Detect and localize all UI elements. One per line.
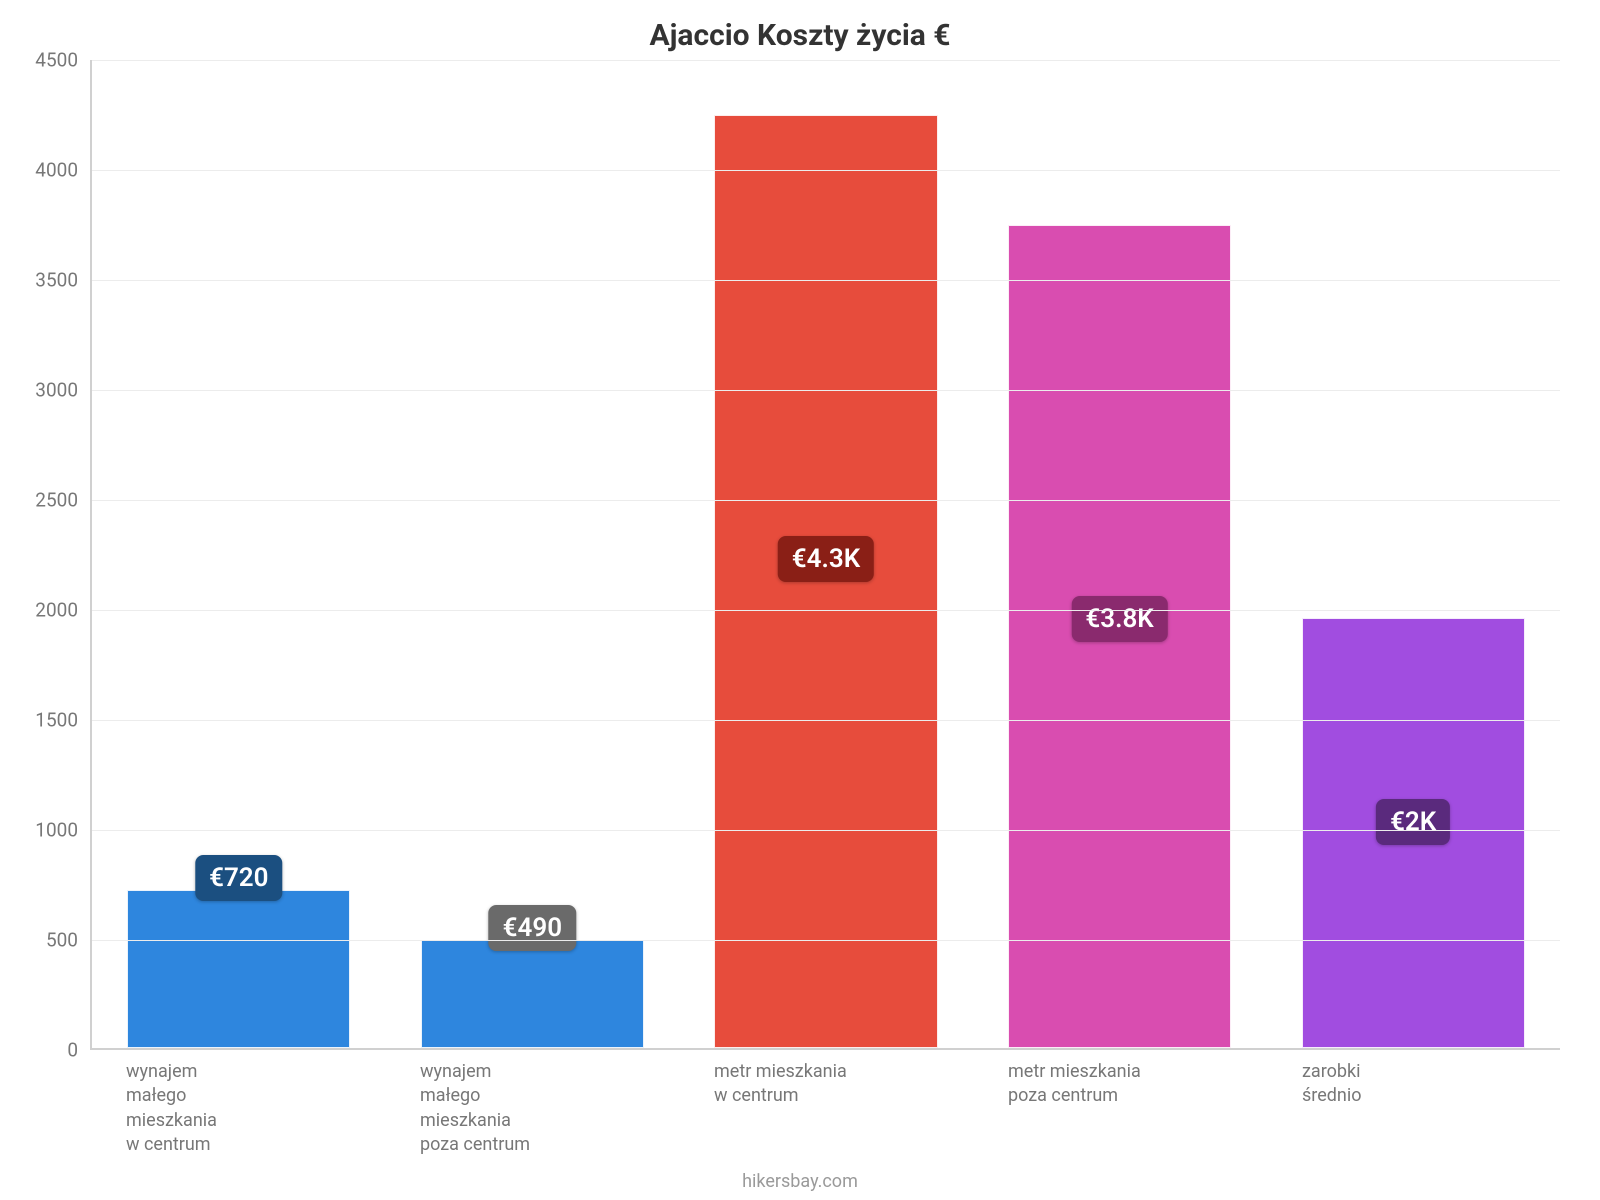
x-axis-category-label: wynajem małego mieszkania w centrum [126,1060,217,1157]
gridline [92,830,1560,831]
chart-footer: hikersbay.com [0,1171,1600,1192]
gridline [92,940,1560,941]
bar: €490 [421,940,644,1048]
x-label-slot: wynajem małego mieszkania poza centrum [384,1060,678,1157]
bar-value-callout: €2K [1376,799,1450,845]
y-axis-tick-label: 1000 [35,819,92,842]
gridline [92,280,1560,281]
y-axis-tick-label: 4000 [35,159,92,182]
gridline [92,500,1560,501]
y-axis-tick-label: 4500 [35,49,92,72]
bar: €2K [1302,618,1525,1048]
y-axis-tick-label: 0 [67,1039,92,1062]
plot-area: €720€490€4.3K€3.8K€2K 050010001500200025… [90,60,1560,1050]
bar: €3.8K [1008,225,1231,1048]
bar-value-callout: €3.8K [1071,596,1167,642]
gridline [92,170,1560,171]
bar: €4.3K [714,115,937,1048]
y-axis-tick-label: 2500 [35,489,92,512]
y-axis-tick-label: 1500 [35,709,92,732]
y-axis-tick-label: 3000 [35,379,92,402]
gridline [92,390,1560,391]
bars-container: €720 €490 €4.3K €3.8K €2K [92,60,1560,1048]
y-axis-tick-label: 2000 [35,599,92,622]
x-axis-category-label: wynajem małego mieszkania poza centrum [420,1060,530,1157]
bar-value-callout: €4.3K [778,536,874,582]
x-label-slot: wynajem małego mieszkania w centrum [90,1060,384,1157]
bar-slot: €490 [386,60,680,1048]
bar-slot: €3.8K [973,60,1267,1048]
bar-slot: €2K [1266,60,1560,1048]
gridline [92,610,1560,611]
y-axis-tick-label: 3500 [35,269,92,292]
x-axis-category-label: metr mieszkania poza centrum [1008,1060,1141,1157]
bar-slot: €720 [92,60,386,1048]
cost-of-living-chart: Ajaccio Koszty życia € €720 €490 €4.3K €3.8… [0,0,1600,1200]
x-label-slot: metr mieszkania w centrum [678,1060,972,1157]
bar-slot: €4.3K [679,60,973,1048]
x-label-slot: metr mieszkania poza centrum [972,1060,1266,1157]
x-axis-category-label: metr mieszkania w centrum [714,1060,847,1157]
x-label-slot: zarobki średnio [1266,1060,1560,1157]
y-axis-tick-label: 500 [46,929,92,952]
x-axis-labels: wynajem małego mieszkania w centrum wynaj… [90,1060,1560,1157]
bar-value-callout: €720 [195,855,282,901]
chart-title: Ajaccio Koszty życia € [0,18,1600,53]
bar: €720 [127,890,350,1048]
gridline [92,720,1560,721]
gridline [92,60,1560,61]
bar-value-callout: €490 [489,905,576,951]
x-axis-category-label: zarobki średnio [1302,1060,1362,1157]
